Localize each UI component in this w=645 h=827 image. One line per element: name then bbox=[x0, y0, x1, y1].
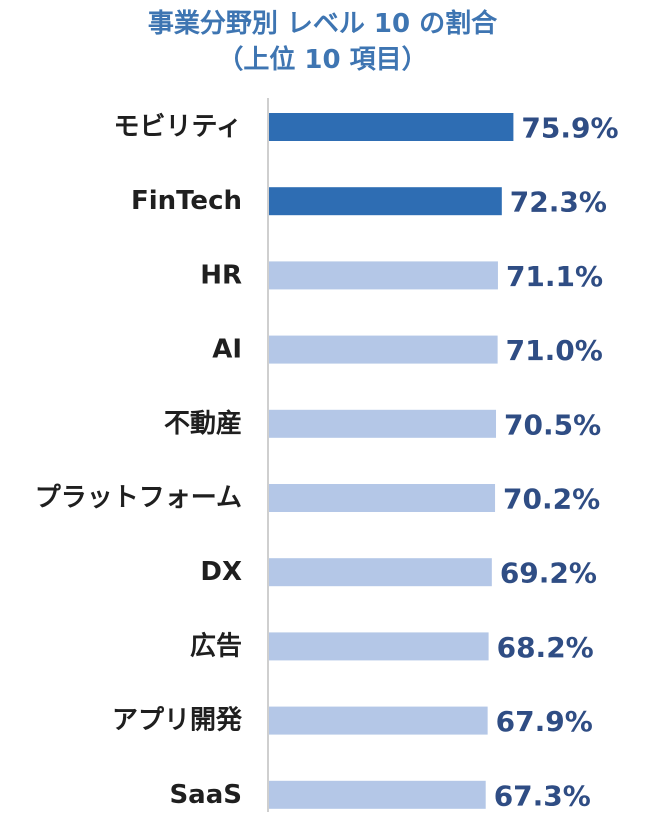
value-label: 67.3% bbox=[494, 779, 591, 812]
category-label: AI bbox=[212, 335, 242, 365]
bar bbox=[269, 632, 489, 661]
category-label: SaaS bbox=[169, 780, 242, 810]
bar bbox=[269, 113, 514, 141]
bar bbox=[269, 261, 498, 290]
value-label: 71.1% bbox=[506, 260, 603, 293]
value-label: 69.2% bbox=[500, 557, 597, 590]
chart-title-block: 事業分野別 レベル 10 の割合 （上位 10 項目） bbox=[0, 6, 645, 78]
value-label: 68.2% bbox=[497, 631, 594, 664]
category-label: プラットフォーム bbox=[35, 483, 242, 513]
bar bbox=[269, 335, 498, 364]
value-label: 71.0% bbox=[506, 334, 603, 367]
category-label: アプリ開発 bbox=[112, 706, 243, 736]
value-label: 70.5% bbox=[504, 408, 601, 441]
value-label: 70.2% bbox=[503, 483, 600, 516]
value-label: 72.3% bbox=[510, 186, 607, 219]
category-label: HR bbox=[200, 260, 242, 290]
bar bbox=[269, 780, 486, 809]
value-label: 75.9% bbox=[521, 112, 618, 145]
bar bbox=[269, 409, 497, 438]
bar bbox=[269, 706, 488, 735]
category-label: DX bbox=[200, 557, 242, 587]
chart-subtitle: （上位 10 項目） bbox=[217, 45, 428, 75]
category-label: 広告 bbox=[190, 630, 242, 661]
value-label: 67.9% bbox=[496, 705, 593, 738]
bar bbox=[269, 187, 502, 216]
bar bbox=[269, 558, 492, 587]
category-label: モビリティ bbox=[114, 112, 242, 142]
category-label: FinTech bbox=[131, 186, 242, 216]
bar bbox=[269, 484, 496, 512]
chart-title: 事業分野別 レベル 10 の割合 bbox=[147, 9, 498, 39]
category-label: 不動産 bbox=[164, 408, 242, 439]
